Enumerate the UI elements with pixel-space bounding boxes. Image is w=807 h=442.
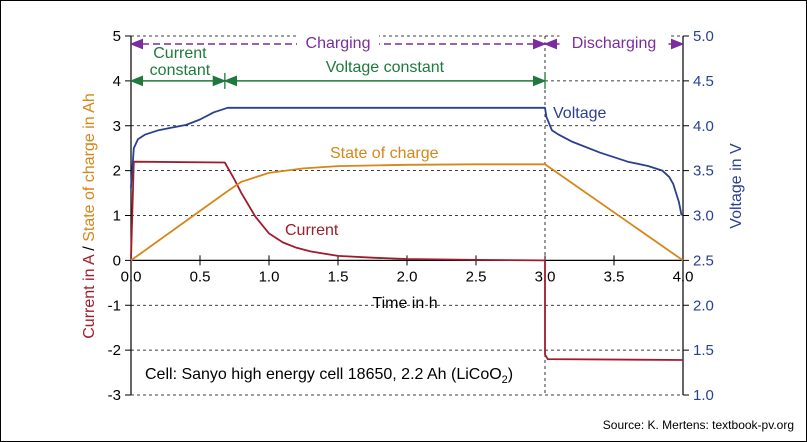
y2-tick-label: 1.5 [693,342,714,359]
mode-label-line: Current [153,45,207,62]
y2-tick-label: 4.0 [693,118,714,135]
y-tick-label: 2 [113,163,121,180]
y2-axis-label: Voltage in V [728,143,745,229]
y2-tick-label: 1.0 [693,387,714,404]
y2-tick-label: 2.5 [693,252,714,269]
y-axis-label: Current in A / State of charge in Ah [81,93,98,339]
axes: -3 -2 -1 0 1 2 3 4 5 1.0 1.5 2.0 2.5 3.0 3.5 4.0 4.5 5.0 0… [108,28,714,404]
phase-label-bg [559,32,669,50]
y-axis-label-part: State of charge in Ah [81,93,98,242]
cell-info: Cell: Sanyo high energy cell 18650, 2.2 … [145,366,513,386]
x-tick-label: 2.0 [397,268,418,285]
y2-tick-label: 4.5 [693,73,714,90]
y-tick-label: 4 [113,73,121,90]
x-tick-label: 3.5 [604,268,625,285]
x-tick-label: 0.0 [121,268,142,285]
mode-label: Voltage constant [326,59,445,76]
y2-tick-label: 3.5 [693,163,714,180]
x-tick-label: 2.5 [466,268,487,285]
y-tick-label: 5 [113,28,121,45]
y-tick-label: 0 [113,252,121,269]
y-axis-label-part: / [81,242,98,255]
series-line-state-of-charge [130,163,684,262]
y-tick-label: -3 [108,387,121,404]
series-lines [130,106,684,361]
phase-label: Charging [306,35,371,52]
source-credit: Source: K. Mertens: textbook-pv.org [603,418,794,432]
x-tick-label: 0.5 [190,268,211,285]
mode-label-bg [307,56,462,75]
series-line-voltage [130,106,683,216]
annotation-soc: State of charge [330,145,439,162]
annotation-current: Current [285,222,339,239]
y2-tick-label: 2.0 [693,297,714,314]
x-tick-label: 1.5 [328,268,349,285]
y-tick-label: -1 [108,297,121,314]
grid-lines [131,35,683,396]
y-axis-label-part: Current in A [81,254,98,339]
y-tick-label: 3 [113,118,121,135]
annotation-voltage: Voltage [553,105,606,122]
x-axis-label: Time in h [372,295,437,312]
phase-label-bg [297,32,379,50]
y-tick-label: -2 [108,342,121,359]
x-tick-label: 1.0 [259,268,280,285]
y-tick-label: 1 [113,208,121,225]
series-line-current [130,160,684,361]
y2-tick-label: 3.0 [693,208,714,225]
phase-label: Discharging [572,35,656,52]
x-tick-label: 4.0 [673,268,694,285]
y2-tick-label: 5.0 [693,28,714,45]
mode-label-line: constant [150,62,211,79]
